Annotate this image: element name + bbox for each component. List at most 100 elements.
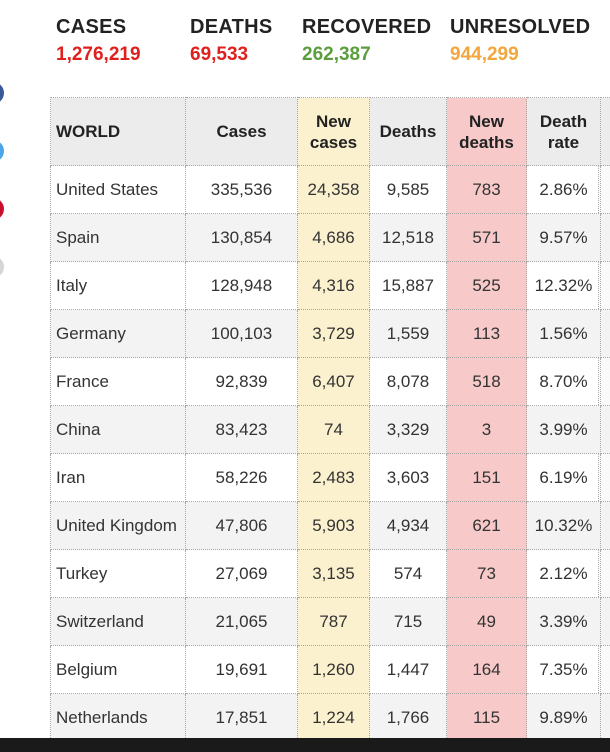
stat-unresolved-value: 944,299 — [450, 44, 519, 65]
stat-recovered-label: RECOVERED — [302, 16, 432, 38]
cases-table: WORLD Cases New cases Deaths New deaths … — [50, 97, 610, 742]
stat-recovered-value: 262,387 — [302, 44, 371, 65]
cell-cases: 19,691 — [185, 645, 298, 694]
table-row: Turkey 27,069 3,135 574 73 2.12% — [50, 549, 610, 598]
stat-unresolved: UNRESOLVED 944,299 — [450, 16, 600, 66]
cell-cutoff — [600, 405, 610, 454]
cell-deaths: 9,585 — [369, 165, 447, 214]
header-death-rate: Death rate — [526, 97, 601, 166]
cell-cutoff — [600, 597, 610, 646]
cell-country: Switzerland — [50, 597, 186, 646]
cell-new-deaths: 113 — [446, 309, 527, 358]
stat-cases-label: CASES — [56, 16, 127, 38]
stat-cases-value: 1,276,219 — [56, 44, 141, 65]
cell-death-rate: 3.99% — [526, 405, 601, 454]
cell-deaths: 4,934 — [369, 501, 447, 550]
cell-new-cases: 4,686 — [297, 213, 370, 262]
cell-death-rate: 9.89% — [526, 693, 601, 742]
cell-country: Iran — [50, 453, 186, 502]
cell-new-deaths: 783 — [446, 165, 527, 214]
table-row: France 92,839 6,407 8,078 518 8.70% — [50, 357, 610, 406]
stat-deaths: DEATHS 69,533 — [190, 16, 288, 66]
cell-country: Italy — [50, 261, 186, 310]
header-cutoff — [600, 97, 610, 166]
cell-cases: 128,948 — [185, 261, 298, 310]
stat-unresolved-label: UNRESOLVED — [450, 16, 591, 38]
cell-deaths: 1,559 — [369, 309, 447, 358]
cell-new-cases: 74 — [297, 405, 370, 454]
cell-cases: 100,103 — [185, 309, 298, 358]
cell-death-rate: 7.35% — [526, 645, 601, 694]
table-row: China 83,423 74 3,329 3 3.99% — [50, 405, 610, 454]
stat-deaths-value: 69,533 — [190, 44, 249, 65]
cell-deaths: 574 — [369, 549, 447, 598]
stat-recovered: RECOVERED 262,387 — [302, 16, 436, 66]
table-row: Spain 130,854 4,686 12,518 571 9.57% — [50, 213, 610, 262]
stat-cases: CASES 1,276,219 — [56, 16, 176, 66]
cell-new-cases: 3,135 — [297, 549, 370, 598]
cell-death-rate: 8.70% — [526, 357, 601, 406]
cell-cases: 130,854 — [185, 213, 298, 262]
cell-new-deaths: 621 — [446, 501, 527, 550]
cell-death-rate: 1.56% — [526, 309, 601, 358]
header-deaths: Deaths — [369, 97, 447, 166]
cell-cutoff — [600, 357, 610, 406]
header-cases: Cases — [185, 97, 298, 166]
cell-country: China — [50, 405, 186, 454]
cell-death-rate: 2.12% — [526, 549, 601, 598]
cell-country: Belgium — [50, 645, 186, 694]
cell-new-cases: 4,316 — [297, 261, 370, 310]
cell-deaths: 8,078 — [369, 357, 447, 406]
twitter-share-icon[interactable] — [0, 140, 4, 162]
cell-deaths: 715 — [369, 597, 447, 646]
email-share-icon[interactable] — [0, 256, 4, 278]
table-row: United States 335,536 24,358 9,585 783 2.86% — [50, 165, 610, 214]
cell-deaths: 15,887 — [369, 261, 447, 310]
header-world: WORLD — [50, 97, 186, 166]
cell-death-rate: 6.19% — [526, 453, 601, 502]
cell-death-rate: 3.39% — [526, 597, 601, 646]
table-row: Netherlands 17,851 1,224 1,766 115 9.89% — [50, 693, 610, 742]
cell-deaths: 1,447 — [369, 645, 447, 694]
cell-cutoff — [600, 165, 610, 214]
cell-cutoff — [600, 453, 610, 502]
cell-new-deaths: 3 — [446, 405, 527, 454]
header-new-cases: New cases — [297, 97, 370, 166]
cell-cutoff — [600, 309, 610, 358]
cell-cutoff — [600, 213, 610, 262]
cell-cases: 47,806 — [185, 501, 298, 550]
pinterest-share-icon[interactable] — [0, 198, 4, 220]
table-row: Switzerland 21,065 787 715 49 3.39% — [50, 597, 610, 646]
table-header-row: WORLD Cases New cases Deaths New deaths … — [50, 97, 610, 166]
cell-deaths: 1,766 — [369, 693, 447, 742]
facebook-share-icon[interactable] — [0, 82, 4, 104]
cell-country: Turkey — [50, 549, 186, 598]
cell-new-deaths: 164 — [446, 645, 527, 694]
table-row: Germany 100,103 3,729 1,559 113 1.56% — [50, 309, 610, 358]
cell-new-deaths: 151 — [446, 453, 527, 502]
table-row: Italy 128,948 4,316 15,887 525 12.32% — [50, 261, 610, 310]
cell-deaths: 3,603 — [369, 453, 447, 502]
cell-country: Spain — [50, 213, 186, 262]
cell-new-deaths: 73 — [446, 549, 527, 598]
cell-new-cases: 2,483 — [297, 453, 370, 502]
cell-new-cases: 1,224 — [297, 693, 370, 742]
cell-deaths: 3,329 — [369, 405, 447, 454]
table-row: Belgium 19,691 1,260 1,447 164 7.35% — [50, 645, 610, 694]
cell-new-cases: 787 — [297, 597, 370, 646]
world-cases-table: WORLD Cases New cases Deaths New deaths … — [50, 97, 610, 742]
cell-deaths: 12,518 — [369, 213, 447, 262]
cell-new-deaths: 571 — [446, 213, 527, 262]
cell-cutoff — [600, 693, 610, 742]
cell-cases: 335,536 — [185, 165, 298, 214]
cell-cases: 92,839 — [185, 357, 298, 406]
cell-death-rate: 12.32% — [526, 261, 601, 310]
cell-cases: 27,069 — [185, 549, 298, 598]
cell-new-cases: 24,358 — [297, 165, 370, 214]
cell-new-deaths: 518 — [446, 357, 527, 406]
cell-cutoff — [600, 645, 610, 694]
cell-new-cases: 3,729 — [297, 309, 370, 358]
cell-cutoff — [600, 501, 610, 550]
cell-cases: 17,851 — [185, 693, 298, 742]
stat-deaths-label: DEATHS — [190, 16, 273, 38]
